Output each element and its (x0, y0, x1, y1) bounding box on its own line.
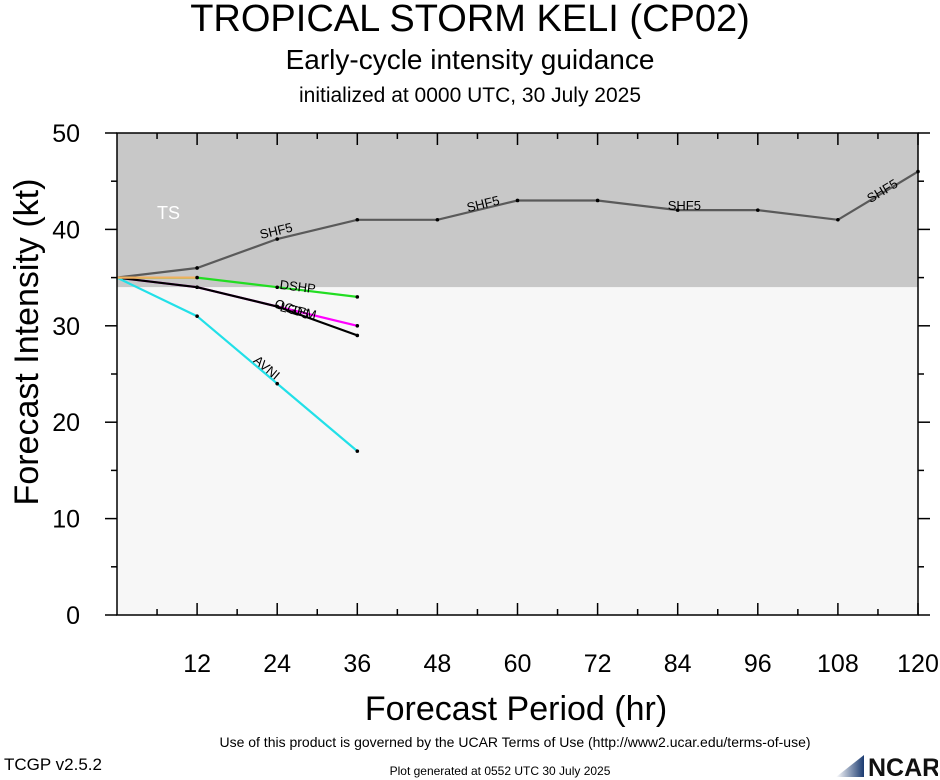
terms-of-use: Use of this product is governed by the U… (219, 734, 811, 750)
y-tick-label: 30 (52, 313, 80, 341)
series-point-avni (355, 449, 360, 453)
series-point-shf5 (756, 208, 760, 212)
chart-subtitle: Early-cycle intensity guidance (285, 44, 655, 75)
intensity-bands: TS (117, 133, 918, 615)
series-label-shf5: SHF5 (668, 198, 701, 213)
axes: 12 24 36 48 60 72 84 96 108 120 0 10 20 30 40 50 (52, 120, 939, 678)
x-tick-label: 120 (897, 650, 939, 678)
series-point-dshp (355, 295, 360, 299)
series-line-ocd5 (116, 276, 358, 337)
x-axis-label: Forecast Period (hr) (365, 690, 667, 728)
generated-time: Plot generated at 0552 UTC 30 July 2025 (389, 764, 611, 778)
series-point-shf5 (435, 217, 440, 222)
y-tick-label: 0 (66, 602, 80, 630)
y-tick-label: 20 (52, 409, 80, 437)
series-point-shf5 (275, 237, 280, 241)
series-point-ocd5 (355, 333, 360, 338)
series-point-avni (195, 314, 199, 318)
y-axis-label: Forecast Intensity (kt) (8, 179, 46, 506)
x-tick-label: 60 (504, 650, 532, 678)
version-label: TCGP v2.5.2 (4, 755, 102, 774)
x-tick-label: 96 (744, 650, 772, 678)
y-tick-label: 50 (52, 120, 80, 148)
chart-title: TROPICAL STORM KELI (CP02) (190, 0, 750, 40)
series-point-shf5 (355, 217, 360, 222)
ncar-logo-text: NCAR (868, 754, 938, 779)
y-tick-label: 40 (52, 216, 80, 244)
x-tick-label: 72 (584, 650, 612, 678)
ncar-swoosh-icon (836, 755, 864, 777)
x-tick-label: 108 (817, 650, 859, 678)
series-point-ocd5 (195, 285, 199, 290)
series-point-avni (275, 381, 280, 386)
series-point-shf5 (675, 208, 680, 212)
series-point-ocd5 (275, 304, 280, 309)
series-point-shf5 (836, 217, 840, 222)
series-label-dshp: DSHP (279, 277, 317, 296)
series-point-shf5 (515, 198, 520, 203)
x-tick-label: 36 (343, 650, 371, 678)
series-point-lgem (355, 324, 360, 328)
series-point-shf5 (595, 198, 600, 203)
x-tick-label: 24 (263, 650, 291, 678)
y-tick-label: 10 (52, 506, 80, 534)
chart-init-time: initialized at 0000 UTC, 30 July 2025 (298, 84, 642, 107)
band-1 (117, 287, 918, 615)
series-lines (116, 170, 919, 452)
series-line-avni (116, 276, 359, 452)
x-tick-label: 12 (183, 650, 211, 678)
ncar-logo: NCAR (836, 754, 938, 779)
series-point-dshp (195, 275, 199, 280)
series-point-shf5 (195, 266, 199, 270)
x-tick-label: 84 (664, 650, 692, 678)
x-tick-label: 48 (423, 650, 451, 678)
band-label-ts: TS (157, 203, 180, 223)
band-0 (117, 133, 918, 288)
series-point-dshp (275, 285, 280, 290)
